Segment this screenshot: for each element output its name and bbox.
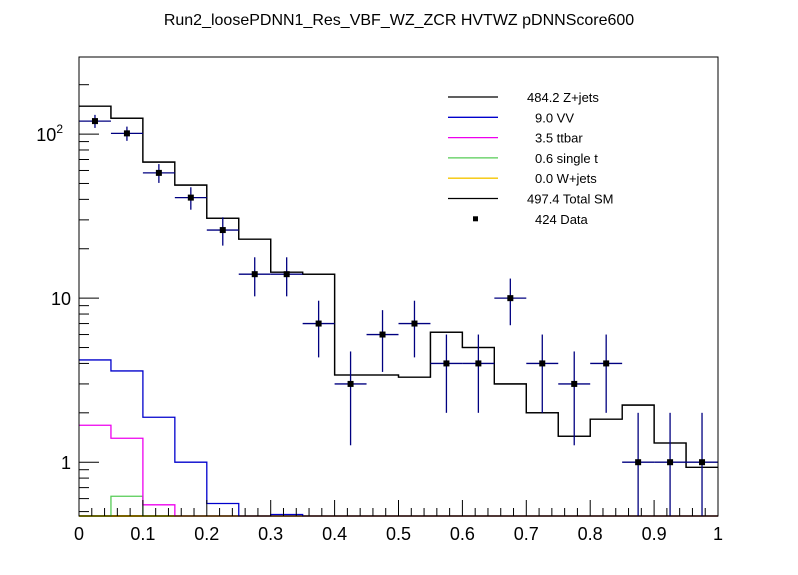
data-marker bbox=[475, 360, 482, 367]
data-marker bbox=[699, 459, 706, 466]
x-tick-label: 1 bbox=[713, 524, 723, 544]
legend-entry-z-jets: 484.2 Z+jets bbox=[448, 90, 599, 105]
x-tick-label: 0.6 bbox=[450, 524, 475, 544]
data-marker bbox=[507, 295, 514, 302]
data-point bbox=[334, 351, 367, 446]
data-marker bbox=[123, 130, 130, 137]
x-tick-label: 0.4 bbox=[322, 524, 347, 544]
data-point bbox=[590, 334, 623, 413]
chart-title: Run2_loosePDNN1_Res_VBF_WZ_ZCR HVTWZ pDN… bbox=[163, 12, 635, 29]
legend-label: 424 Data bbox=[535, 212, 589, 227]
legend-label: 484.2 Z+jets bbox=[527, 90, 599, 105]
data-marker bbox=[283, 271, 290, 278]
data-point bbox=[430, 334, 463, 413]
series-line-vv bbox=[79, 359, 718, 517]
y-tick-exponent: 2 bbox=[56, 122, 63, 136]
data-marker bbox=[91, 118, 98, 125]
y-tick-label: 102 bbox=[36, 122, 63, 145]
data-marker bbox=[635, 459, 642, 466]
series-line-total-sm bbox=[79, 105, 718, 469]
data-point bbox=[270, 257, 303, 297]
y-tick-label: 1 bbox=[61, 453, 71, 473]
x-tick-label: 0.9 bbox=[642, 524, 667, 544]
legend-label: 0.6 single t bbox=[535, 151, 598, 166]
y-tick-base: 10 bbox=[51, 289, 71, 309]
y-tick-base: 10 bbox=[36, 125, 56, 145]
legend-label: 3.5 ttbar bbox=[535, 131, 583, 146]
mc-series-layer bbox=[79, 105, 718, 517]
data-point bbox=[79, 114, 111, 128]
legend-marker-icon bbox=[473, 216, 478, 222]
data-marker bbox=[603, 360, 610, 367]
data-point bbox=[494, 278, 527, 326]
data-marker bbox=[443, 360, 450, 367]
data-point bbox=[206, 217, 239, 246]
y-tick-base: 1 bbox=[61, 453, 71, 473]
data-marker bbox=[667, 459, 674, 466]
data-point bbox=[142, 164, 175, 183]
data-point bbox=[302, 300, 335, 358]
legend-label: 9.0 VV bbox=[535, 110, 574, 125]
data-marker bbox=[571, 380, 578, 387]
legend-entry-vv: 9.0 VV bbox=[448, 110, 574, 125]
data-point bbox=[238, 257, 271, 297]
x-tick-label: 0 bbox=[74, 524, 84, 544]
data-point bbox=[110, 126, 143, 141]
data-marker bbox=[251, 271, 258, 278]
data-point bbox=[558, 351, 591, 446]
x-tick-label: 0.1 bbox=[130, 524, 155, 544]
data-marker bbox=[315, 320, 322, 327]
data-marker bbox=[411, 320, 418, 327]
data-marker bbox=[187, 194, 194, 201]
y-tick-label: 10 bbox=[51, 289, 71, 309]
x-tick-label: 0.3 bbox=[258, 524, 283, 544]
data-point bbox=[654, 412, 687, 516]
x-axis: 0 0.1 0.2 0.3 0.4 0.5 0.6 0.7 0.8 0.9 1 bbox=[74, 500, 723, 544]
legend-label: 0.0 W+jets bbox=[535, 171, 597, 186]
data-marker bbox=[539, 360, 546, 367]
x-tick-label: 0.7 bbox=[514, 524, 539, 544]
x-tick-label: 0.8 bbox=[578, 524, 603, 544]
legend-entry-single-t: 0.6 single t bbox=[448, 151, 598, 166]
data-point bbox=[366, 310, 399, 372]
legend: 484.2 Z+jets 9.0 VV 3.5 ttbar 0.6 single t 0… bbox=[448, 90, 613, 227]
data-point bbox=[622, 412, 655, 516]
legend-entry-total-sm: 497.4 Total SM bbox=[448, 192, 613, 207]
data-marker bbox=[219, 227, 226, 234]
data-marker bbox=[347, 380, 354, 387]
legend-entry-ttbar: 3.5 ttbar bbox=[448, 131, 583, 146]
legend-entry-w-jets: 0.0 W+jets bbox=[448, 171, 597, 186]
x-tick-label: 0.5 bbox=[386, 524, 411, 544]
x-tick-label: 0.2 bbox=[194, 524, 219, 544]
data-point bbox=[174, 187, 207, 210]
data-marker bbox=[379, 331, 386, 338]
data-points-layer bbox=[79, 114, 718, 516]
data-point bbox=[398, 300, 431, 358]
data-marker bbox=[155, 169, 162, 176]
legend-entry-data: 424 Data bbox=[473, 212, 589, 227]
data-point bbox=[686, 412, 718, 516]
legend-label: 497.4 Total SM bbox=[527, 192, 613, 207]
data-point bbox=[462, 334, 495, 413]
data-point bbox=[526, 334, 559, 413]
